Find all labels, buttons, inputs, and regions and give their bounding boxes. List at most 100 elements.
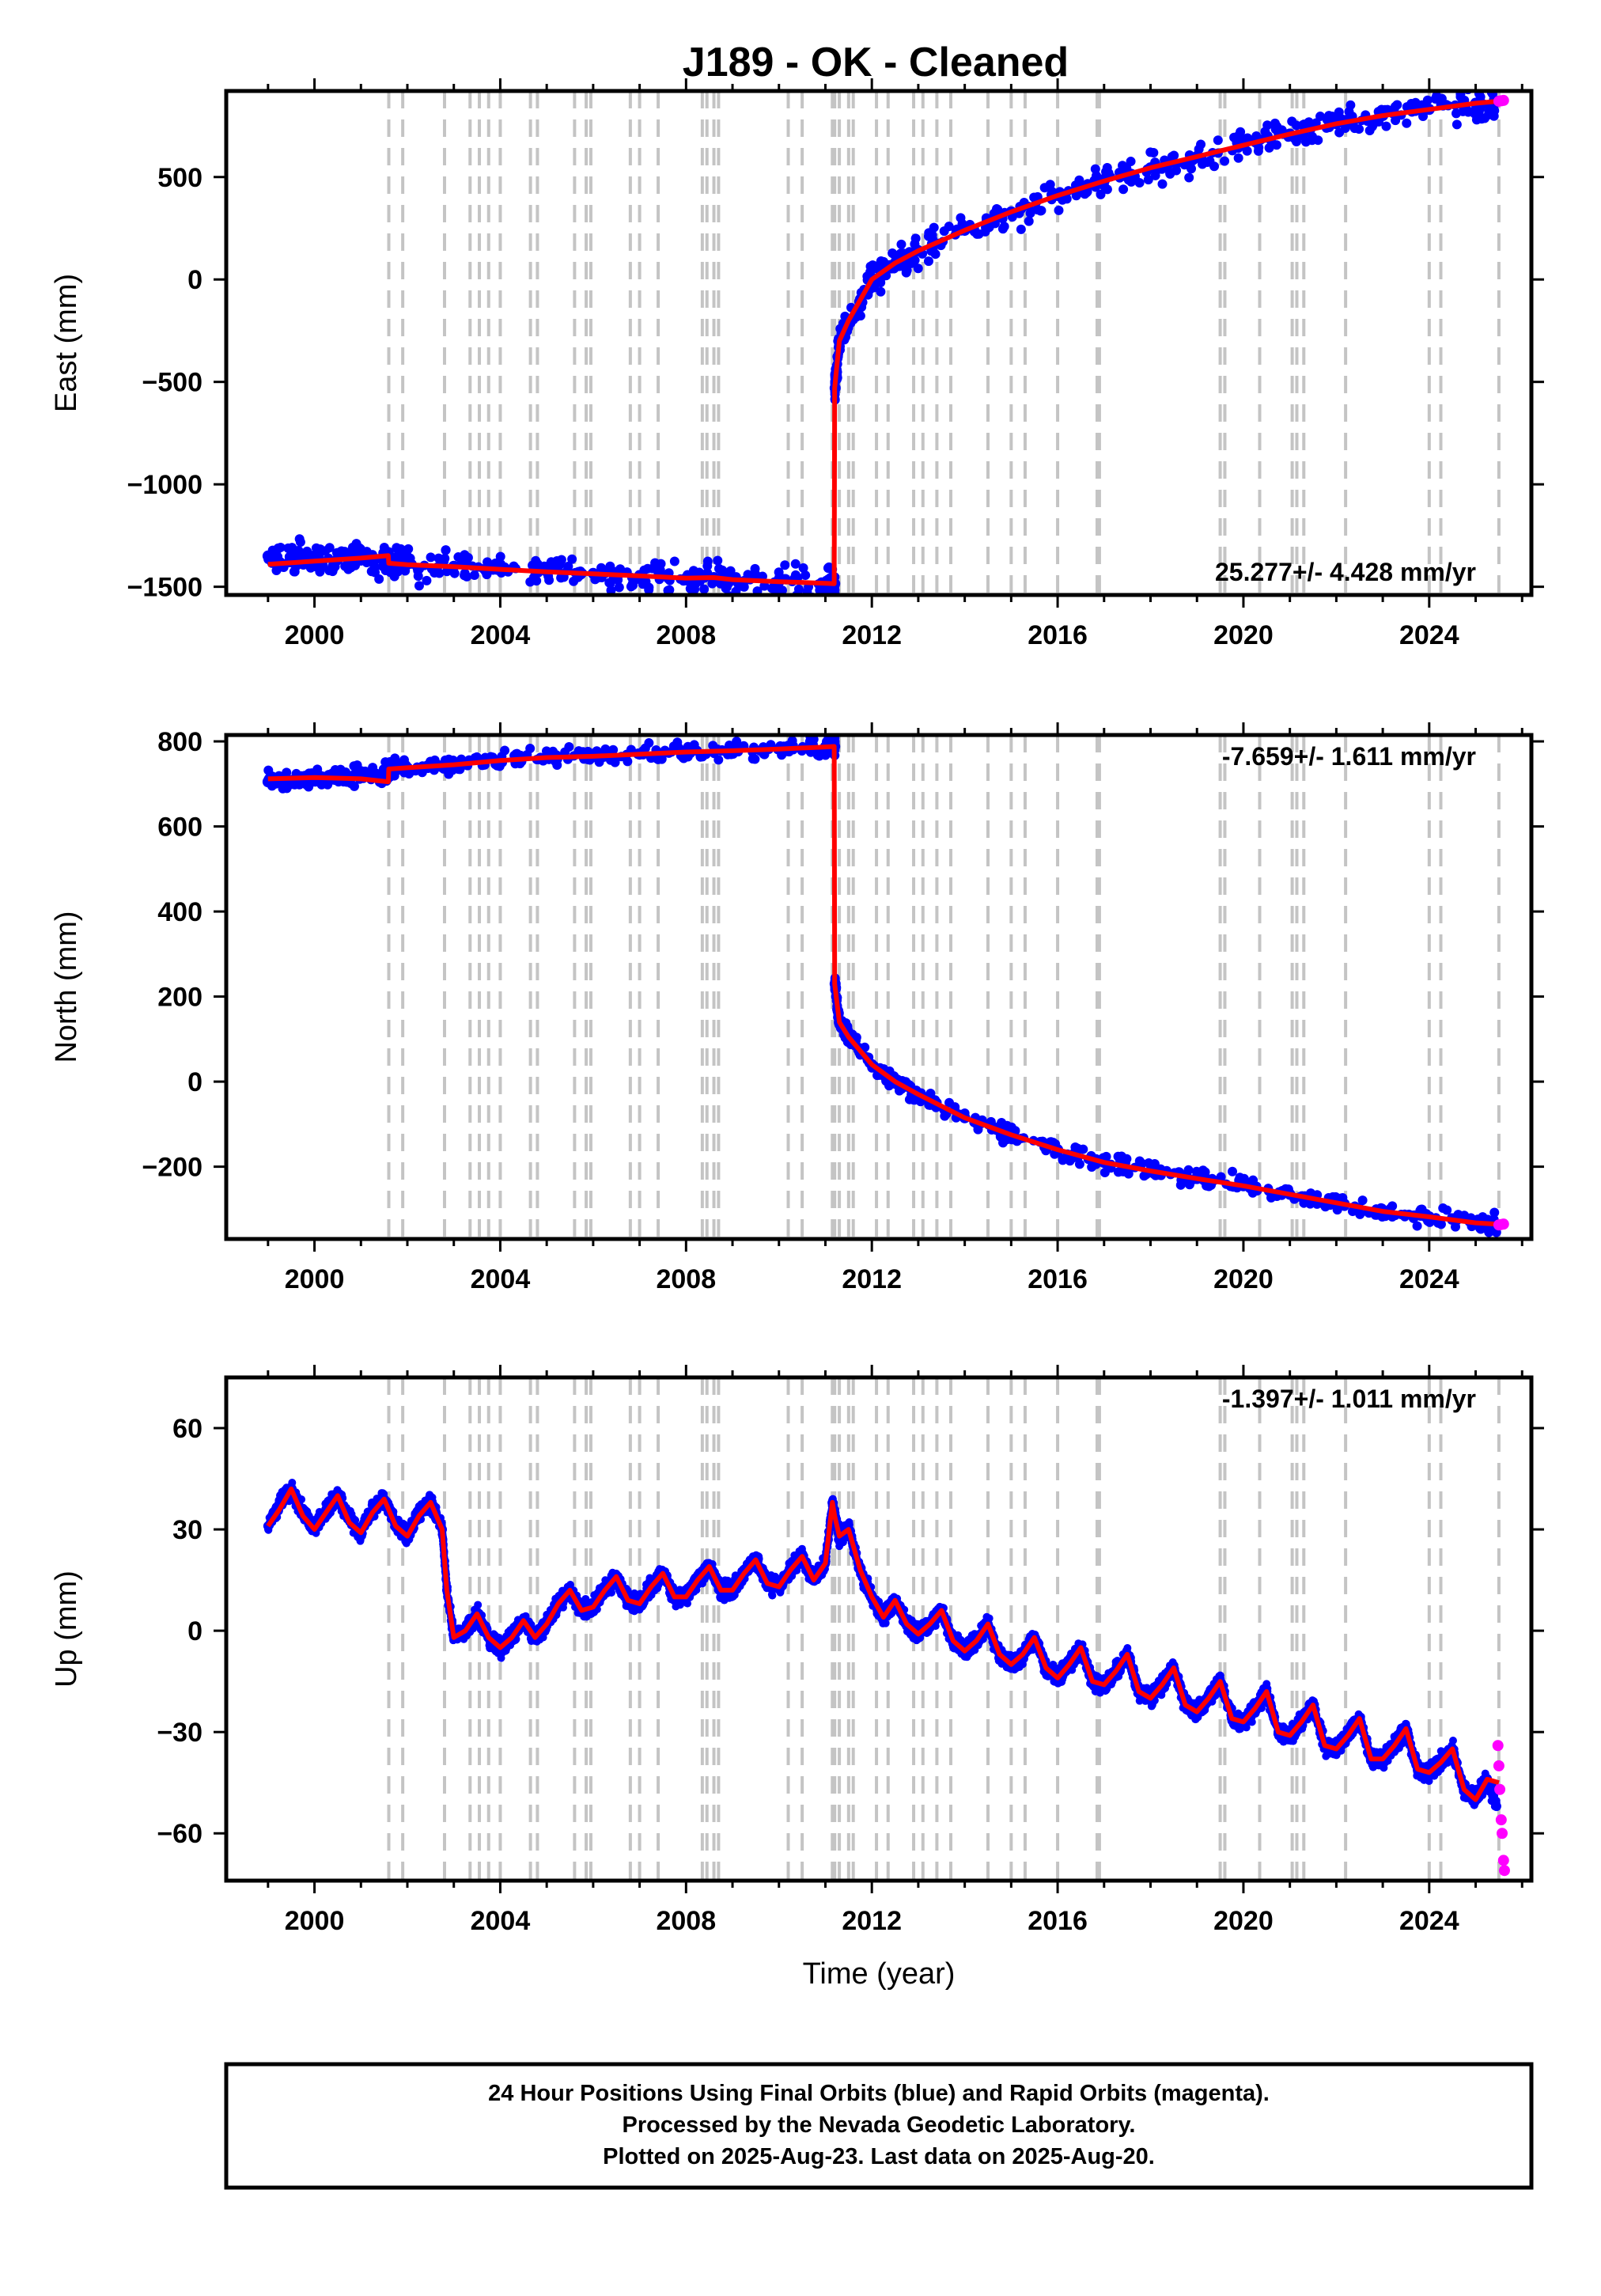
north-x-tick-label-0: 2000 [285,1264,345,1294]
east-final-scatter-point [1198,159,1208,169]
east-x-axis: 2000 2004 2008 2012 2016 2020 2024 [267,78,1523,650]
north-final-scatter-point [525,744,536,754]
east-final-scatter-point [752,586,763,595]
north-x-tick-label-1: 2004 [471,1264,531,1294]
east-final-scatter-point [830,597,839,607]
east-final-scatter-point [999,222,1009,232]
east-final-scatter-point [1262,120,1273,131]
north-final-scatter-point [1118,1166,1129,1176]
north-final-scatter-point [1073,1143,1083,1154]
east-final-scatter-point [313,549,324,559]
north-final-scatter-point [471,752,482,762]
east-final-scatter-point [1118,184,1129,195]
east-final-scatter-point [913,263,923,274]
east-final-scatter-point [644,585,654,595]
east-final-scatter-point [615,564,626,574]
east-final-scatter-point [650,558,660,568]
north-final-scatter-point [732,737,742,747]
east-final-scatter-point [713,563,724,574]
east-final-scatter-point [702,556,713,566]
east-final-scatter-point [930,249,941,260]
east-y-tick-label-3: 0 [187,265,202,295]
east-final-scatter-point [403,544,414,554]
north-final-scatter-point [640,743,650,753]
east-final-scatter-point [759,581,770,591]
east-final-scatter-point [614,582,624,593]
up-plot-area [263,1377,1510,1881]
east-final-scatter-point [426,552,436,563]
east-y-tick-label-2: −500 [142,368,202,398]
east-final-scatter-point [544,575,554,585]
north-final-scatter-point [1453,1210,1463,1220]
north-final-scatter-point [683,741,693,752]
north-final-scatter-point [1357,1195,1368,1206]
north-final-scatter-point [626,744,636,755]
east-final-scatter-point [1090,164,1100,174]
north-final-scatter-point [1065,1156,1075,1166]
north-final-scatter-point [1347,1207,1357,1217]
east-final-scatter-point [736,581,747,591]
north-final-scatter-point [278,783,288,794]
east-final-scatter-point [1058,195,1068,205]
figure-title: J189 - OK - Cleaned [683,40,1069,85]
north-y-tick-label-5: 800 [157,727,202,757]
east-final-scatter-point [1418,112,1429,122]
east-final-scatter-point [439,556,449,566]
east-final-scatter-point [896,239,906,249]
east-final-scatter-point [1392,100,1402,110]
east-final-scatter-point [1157,179,1168,189]
north-y-tick-label-4: 600 [157,813,202,843]
east-final-scatter-point [460,570,470,581]
north-final-scatter-point [672,737,683,748]
east-final-scatter-point [1024,216,1034,226]
up-final-scatter-point [768,1591,777,1600]
east-x-tick-label-3: 2012 [842,620,902,650]
east-final-scatter-point [449,568,460,578]
east-final-scatter-point [1100,181,1110,191]
east-final-scatter-point [790,559,800,569]
east-final-scatter-point [1036,206,1047,216]
east-final-scatter-point [1196,139,1206,150]
north-final-scatter-point [973,1124,983,1135]
east-x-tick-label-2: 2008 [656,620,716,650]
east-y-axis-label: East (mm) [50,274,83,412]
north-x-axis: 2000 2004 2008 2012 2016 2020 2024 [267,722,1523,1294]
east-rapid-orbit-series [1493,94,1509,107]
north-rapid-orbit-series [1493,1218,1509,1231]
north-final-scatter-point [1074,1159,1084,1169]
north-final-orbit-series [262,735,1502,1237]
north-final-scatter-point [940,1111,950,1121]
east-final-scatter-point [613,574,623,585]
east-final-scatter-point [293,545,304,555]
east-final-scatter-point [1300,137,1311,147]
east-panel: 2000 2004 2008 2012 2016 2020 2024−1500−1000−5… [50,78,1544,650]
north-x-tick-label-2: 2008 [656,1264,716,1294]
east-final-scatter-point [956,213,966,223]
north-final-scatter-point [1216,1172,1226,1182]
north-final-scatter-point [609,756,619,766]
east-final-scatter-point [310,562,320,572]
east-final-scatter-point [1304,117,1314,127]
east-final-scatter-point [1126,157,1136,167]
east-final-scatter-point [655,565,665,575]
north-final-scatter-point [440,755,450,765]
east-final-scatter-point [327,566,338,577]
east-final-scatter-point [1402,118,1412,128]
east-final-scatter-point [1209,161,1220,172]
east-x-tick-label-5: 2020 [1213,620,1274,650]
east-final-scatter-point [824,562,835,572]
east-final-scatter-point [992,204,1002,214]
north-x-tick-label-3: 2012 [842,1264,902,1294]
north-final-scatter-point [1087,1162,1097,1173]
east-final-scatter-point [1287,116,1297,127]
north-final-scatter-point [653,754,663,764]
east-final-scatter-point [343,564,354,574]
east-final-scatter-point [798,563,808,573]
east-final-scatter-point [1233,153,1243,163]
east-final-scatter-point [1368,120,1378,131]
north-final-scatter-point [270,779,280,789]
north-final-scatter-point [1116,1151,1126,1161]
east-final-scatter-point [1235,129,1245,139]
east-final-scatter-point [725,566,736,576]
